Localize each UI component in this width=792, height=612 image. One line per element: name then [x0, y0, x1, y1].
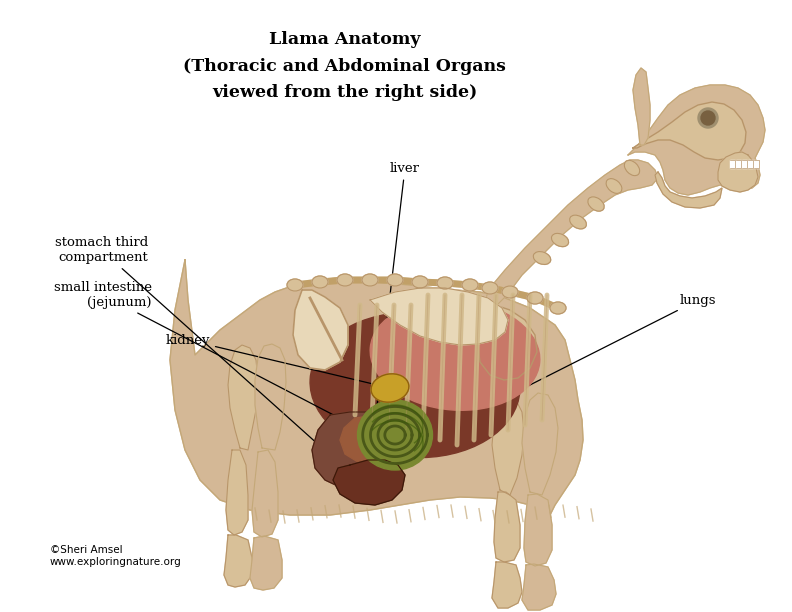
Bar	[742, 160, 747, 168]
Polygon shape	[633, 68, 650, 145]
Polygon shape	[250, 536, 282, 590]
Circle shape	[698, 108, 718, 128]
Ellipse shape	[412, 276, 428, 288]
Ellipse shape	[370, 300, 540, 410]
Ellipse shape	[624, 160, 640, 176]
Polygon shape	[224, 535, 252, 587]
Polygon shape	[340, 416, 397, 464]
Text: stomach third
compartment: stomach third compartment	[55, 236, 328, 453]
Bar	[748, 160, 753, 168]
Ellipse shape	[551, 233, 569, 247]
Text: viewed from the right side): viewed from the right side)	[212, 84, 477, 102]
Polygon shape	[370, 288, 508, 345]
Polygon shape	[255, 344, 286, 450]
Polygon shape	[478, 305, 537, 380]
Polygon shape	[312, 412, 410, 490]
Ellipse shape	[387, 274, 403, 286]
Ellipse shape	[588, 197, 604, 211]
Text: small intestine
(jejunum): small intestine (jejunum)	[54, 281, 370, 434]
Ellipse shape	[337, 274, 353, 286]
Text: ©Sheri Amsel
www.exploringnature.org: ©Sheri Amsel www.exploringnature.org	[50, 545, 181, 567]
Text: liver: liver	[368, 162, 420, 479]
Ellipse shape	[527, 292, 543, 304]
Ellipse shape	[550, 302, 566, 314]
Polygon shape	[492, 398, 524, 495]
Polygon shape	[208, 328, 298, 450]
Ellipse shape	[357, 400, 432, 470]
Ellipse shape	[606, 179, 622, 193]
Ellipse shape	[371, 374, 409, 402]
Text: (Thoracic and Abdominal Organs: (Thoracic and Abdominal Organs	[183, 58, 506, 75]
Bar	[754, 160, 759, 168]
Polygon shape	[492, 562, 522, 608]
Ellipse shape	[482, 282, 498, 294]
Text: lungs: lungs	[523, 294, 717, 389]
Polygon shape	[522, 564, 556, 610]
Polygon shape	[252, 450, 278, 537]
Ellipse shape	[287, 279, 303, 291]
Circle shape	[701, 111, 715, 125]
Polygon shape	[170, 260, 583, 515]
Text: kidney: kidney	[166, 334, 387, 387]
Polygon shape	[633, 102, 746, 160]
Ellipse shape	[569, 215, 586, 229]
Polygon shape	[484, 160, 658, 310]
Bar	[736, 160, 741, 168]
Polygon shape	[655, 172, 722, 208]
Polygon shape	[500, 340, 568, 485]
Polygon shape	[228, 345, 258, 450]
Polygon shape	[522, 393, 558, 495]
Ellipse shape	[533, 252, 550, 264]
Ellipse shape	[362, 274, 378, 286]
Polygon shape	[226, 450, 248, 535]
Ellipse shape	[312, 276, 328, 288]
Ellipse shape	[310, 312, 520, 458]
Polygon shape	[494, 492, 520, 562]
Polygon shape	[333, 460, 405, 505]
Polygon shape	[718, 152, 758, 192]
Polygon shape	[524, 494, 552, 566]
Polygon shape	[628, 85, 765, 195]
Bar	[730, 160, 735, 168]
Ellipse shape	[502, 286, 518, 298]
Ellipse shape	[462, 279, 478, 291]
Text: Llama Anatomy: Llama Anatomy	[268, 31, 421, 48]
Polygon shape	[293, 290, 348, 370]
Ellipse shape	[437, 277, 453, 289]
